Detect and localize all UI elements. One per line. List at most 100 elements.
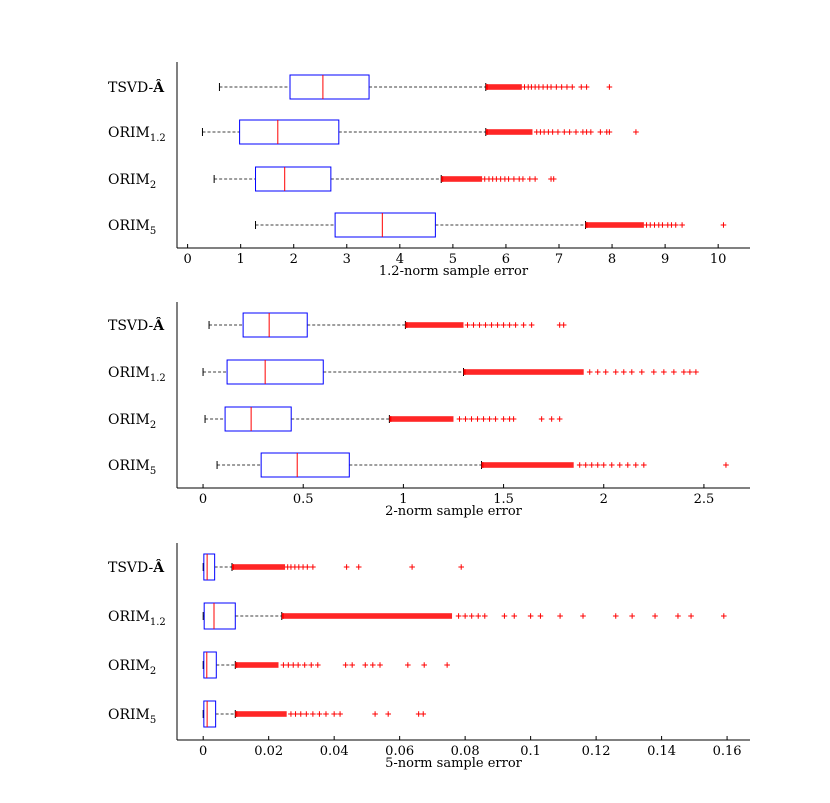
outlier-cluster (390, 416, 454, 422)
iqr-box (334, 212, 436, 238)
category-label: ORIM5 (108, 458, 156, 477)
category-label: TSVD-Â (108, 78, 165, 96)
box-series-1: TSVD-Â (108, 553, 465, 581)
box-series-1: TSVD-Â (108, 74, 613, 100)
outlier-marker (721, 613, 727, 619)
outlier-cluster (233, 564, 286, 570)
outlier-marker (594, 369, 601, 375)
outlier-marker (501, 613, 508, 619)
box-series-4: ORIM5 (108, 452, 729, 478)
x-tick-label: 1 (399, 492, 407, 507)
outlier-marker (582, 462, 589, 468)
x-tick-label: 0 (183, 252, 191, 267)
outlier-marker (468, 416, 475, 422)
x-tick-label: 6 (502, 252, 510, 267)
outlier-marker (355, 564, 362, 570)
outlier-marker (566, 129, 573, 135)
outlier-cluster (482, 462, 574, 468)
x-tick-label: 10 (710, 252, 727, 267)
outlier-marker (602, 369, 609, 375)
outlier-marker (310, 711, 316, 717)
box-series-3: ORIM2 (108, 651, 450, 679)
outlier-marker (576, 462, 583, 468)
x-axis-title: 5-norm sample error (385, 756, 523, 771)
outlier-marker (688, 613, 694, 619)
outlier-marker (409, 564, 415, 570)
x-axis-title: 1.2-norm sample error (379, 264, 529, 279)
x-tick-label: 7 (555, 252, 563, 267)
outlier-marker (512, 322, 519, 328)
outlier-marker (569, 84, 576, 90)
category-label-main: ORIM (108, 658, 150, 674)
x-tick-label: 2 (600, 492, 608, 507)
outlier-cluster (586, 222, 644, 228)
outlier-marker (342, 662, 349, 668)
category-label-main: ORIM (108, 365, 150, 381)
boxplot-panel-2: 0 0.5 1 1.5 2 2.5 2-norm sample error TSVD-Â ORI… (108, 302, 750, 519)
category-label-main: ORIM (108, 707, 150, 723)
outlier-marker (549, 129, 556, 135)
category-label: ORIM2 (108, 658, 156, 677)
outlier-cluster (486, 84, 522, 90)
outlier-marker (475, 613, 482, 619)
outlier-marker (297, 711, 304, 717)
outlier-marker (693, 369, 699, 375)
outlier-marker (481, 613, 488, 619)
outlier-cluster (282, 613, 453, 619)
outlier-marker (462, 613, 468, 619)
x-tick-label: 0.5 (293, 492, 314, 507)
category-label-bold: Â (152, 316, 165, 334)
outlier-marker (331, 711, 337, 717)
outlier-marker (505, 176, 512, 182)
box-series-3: ORIM2 (108, 406, 563, 432)
outlier-marker (362, 662, 369, 668)
outlier-marker (323, 711, 329, 717)
outlier-marker (608, 462, 615, 468)
outlier-marker (520, 176, 526, 182)
box-series-2: ORIM1.2 (108, 602, 727, 630)
outlier-marker (537, 613, 544, 619)
iqr-box (203, 651, 217, 679)
outlier-marker (511, 176, 517, 182)
outlier-marker (314, 662, 321, 668)
x-tick-label: 0.02 (254, 744, 283, 759)
outlier-marker (659, 222, 666, 228)
outlier-marker (624, 462, 631, 468)
outlier-cluster (406, 322, 464, 328)
outlier-marker (301, 662, 308, 668)
category-label-main: ORIM (108, 458, 150, 474)
outlier-marker (295, 662, 301, 668)
outlier-marker (506, 322, 513, 328)
outlier-cluster (442, 176, 483, 182)
outlier-marker (573, 129, 579, 135)
outlier-marker (629, 613, 635, 619)
outlier-marker (612, 369, 619, 375)
category-label: ORIM5 (108, 707, 156, 726)
iqr-box (226, 359, 324, 385)
outlier-marker (594, 462, 601, 468)
category-label-subscript: 2 (150, 180, 156, 191)
outlier-marker (303, 711, 310, 717)
outlier-marker (377, 662, 383, 668)
outlier-marker (532, 176, 538, 182)
iqr-box (203, 700, 217, 728)
category-label-subscript: 2 (150, 666, 156, 677)
outlier-marker (616, 462, 623, 468)
category-label: TSVD-Â (108, 558, 165, 576)
outlier-marker (564, 84, 570, 90)
outlier-marker (474, 416, 481, 422)
outlier-marker (586, 369, 593, 375)
category-label-main: TSVD- (108, 80, 154, 96)
category-label-main: TSVD- (108, 318, 154, 334)
box-series-2: ORIM1.2 (108, 359, 699, 385)
category-label-main: ORIM (108, 125, 150, 141)
category-label-subscript: 1.2 (150, 617, 166, 628)
outlier-marker (308, 662, 315, 668)
x-tick-label: 0.16 (713, 744, 742, 759)
outlier-marker (486, 416, 493, 422)
x-tick-label: 0 (199, 744, 207, 759)
x-tick-label: 0.14 (647, 744, 676, 759)
outlier-marker (556, 416, 563, 422)
outlier-cluster (236, 662, 279, 668)
category-label-subscript: 5 (150, 466, 156, 477)
